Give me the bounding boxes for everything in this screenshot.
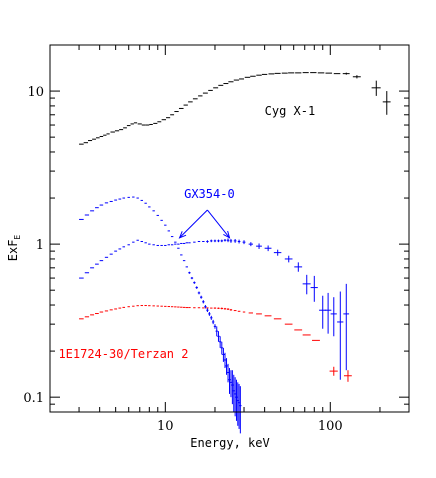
data-point bbox=[225, 358, 228, 375]
data-point bbox=[229, 239, 233, 243]
y-tick-label: 0.1 bbox=[23, 391, 44, 406]
data-point bbox=[215, 326, 218, 337]
annotations: Cyg X-1 GX354-0 1E1724-30/Terzan 2 bbox=[58, 104, 315, 361]
data-point bbox=[223, 307, 227, 310]
data-point bbox=[228, 368, 231, 394]
data-point bbox=[213, 324, 217, 329]
data-point bbox=[233, 377, 237, 417]
axis-ticks bbox=[49, 44, 410, 413]
data-point bbox=[199, 295, 203, 299]
data-point bbox=[256, 243, 262, 249]
data-point bbox=[248, 242, 253, 247]
data-point bbox=[208, 312, 211, 316]
data-point bbox=[211, 319, 215, 325]
data-point bbox=[229, 370, 233, 398]
y-axis-title: ExFE bbox=[6, 235, 22, 262]
data-point bbox=[217, 331, 220, 342]
data-point bbox=[319, 295, 327, 329]
data-point bbox=[343, 283, 350, 371]
series-gx354-0-soft-state- bbox=[79, 196, 242, 434]
data-point bbox=[302, 274, 311, 295]
data-point bbox=[223, 352, 227, 369]
y-axis-title-subscript: E bbox=[13, 235, 22, 240]
plot-frame bbox=[49, 44, 410, 413]
data-point bbox=[342, 72, 350, 75]
annotation-label: 1E1724-30/Terzan 2 bbox=[58, 347, 188, 361]
data-point bbox=[193, 281, 196, 284]
x-axis-title: Energy, keV bbox=[190, 436, 269, 450]
data-point bbox=[226, 238, 230, 243]
data-point bbox=[382, 91, 391, 115]
data-point bbox=[213, 239, 217, 243]
data-point bbox=[237, 239, 241, 244]
series-gx354-0-hard-state- bbox=[79, 238, 350, 380]
x-tick-label: 100 bbox=[318, 419, 343, 434]
annotation-label: Cyg X-1 bbox=[265, 104, 316, 118]
data-point bbox=[220, 239, 224, 243]
data-point bbox=[337, 291, 344, 380]
data-point bbox=[220, 341, 224, 355]
data-point bbox=[229, 308, 233, 311]
data-point bbox=[220, 307, 224, 310]
y-axis-title-main: ExF bbox=[6, 240, 20, 262]
data-point bbox=[242, 240, 246, 245]
data-point bbox=[217, 239, 220, 243]
data-point bbox=[213, 307, 217, 309]
data-point bbox=[188, 271, 191, 274]
data-layer bbox=[79, 72, 391, 434]
series-cyg-x-1 bbox=[79, 72, 391, 145]
data-point bbox=[223, 239, 227, 242]
data-point bbox=[204, 305, 207, 309]
data-point bbox=[190, 276, 194, 280]
data-point bbox=[226, 308, 230, 311]
data-point bbox=[310, 275, 318, 302]
data-point bbox=[352, 75, 361, 79]
data-point bbox=[239, 386, 242, 434]
tick-labels: 10 100 0.1 1 10 bbox=[23, 85, 342, 434]
data-point bbox=[195, 286, 198, 289]
data-point bbox=[284, 255, 293, 263]
data-point bbox=[231, 370, 234, 405]
data-point bbox=[264, 245, 272, 252]
data-point bbox=[273, 249, 282, 256]
data-point bbox=[222, 347, 225, 362]
y-tick-label: 1 bbox=[36, 238, 44, 253]
y-tick-label: 10 bbox=[27, 85, 44, 100]
annotation-arrow bbox=[207, 209, 231, 239]
svg-text:ExFE: ExFE bbox=[6, 235, 22, 262]
data-point bbox=[202, 300, 205, 304]
data-point bbox=[371, 80, 381, 96]
data-point bbox=[218, 336, 222, 348]
data-point bbox=[330, 297, 337, 337]
x-tick-label: 10 bbox=[157, 419, 174, 434]
data-point bbox=[343, 370, 352, 382]
series-1e1724-30-terzan-2 bbox=[79, 305, 352, 382]
data-point bbox=[329, 366, 338, 376]
data-point bbox=[210, 239, 213, 243]
data-point bbox=[226, 363, 230, 383]
data-point bbox=[206, 308, 209, 313]
data-point bbox=[235, 379, 238, 421]
data-point bbox=[233, 239, 237, 243]
data-point bbox=[197, 291, 201, 295]
annotation-label: GX354-0 bbox=[184, 187, 235, 201]
data-point bbox=[206, 240, 209, 243]
data-point bbox=[210, 315, 213, 320]
data-point bbox=[217, 307, 220, 309]
data-point bbox=[324, 292, 332, 334]
annotation-arrow bbox=[178, 209, 208, 239]
data-point bbox=[294, 262, 303, 272]
data-point bbox=[232, 374, 235, 412]
